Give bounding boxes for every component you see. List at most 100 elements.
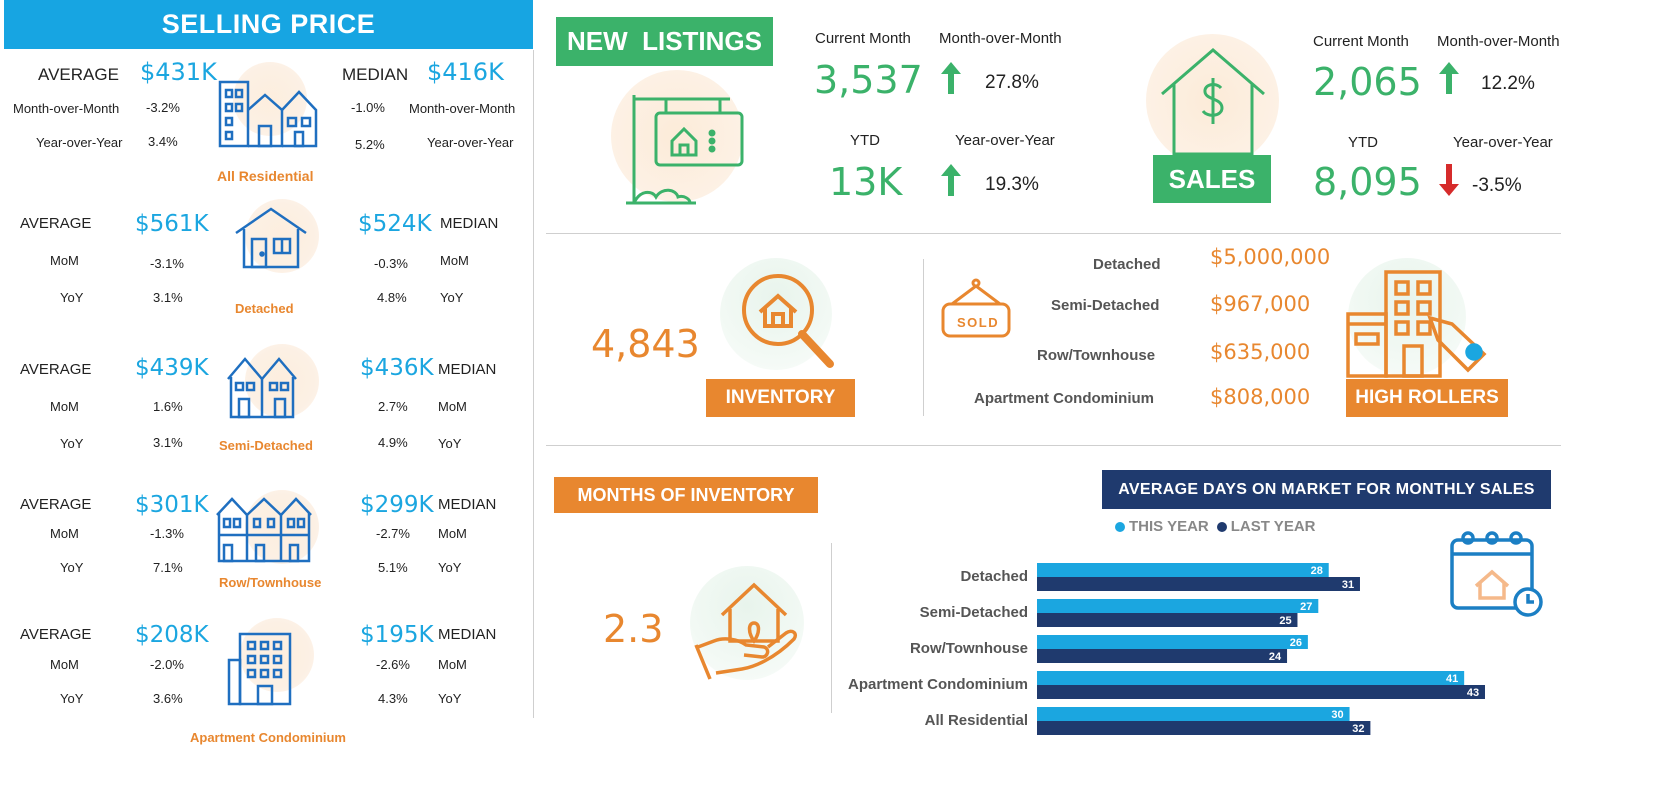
nl-mom-label: Month-over-Month [939,30,1062,47]
category-label: Semi-Detached [920,604,1028,621]
months-of-inventory-title: MONTHS OF INVENTORY [577,484,795,505]
months-of-inventory-value: 2.3 [603,607,664,651]
high-rollers-banner: HIGH ROLLERS [1346,379,1508,417]
median-value: $436K [360,355,434,381]
avg-label: AVERAGE [38,65,119,84]
days-on-market-banner: AVERAGE DAYS ON MARKET FOR MONTHLY SALES [1102,470,1551,509]
row-townhouse-caption: Row/Townhouse [219,575,322,590]
nl-current-month-value: 3,537 [814,58,923,102]
yoy-label: Year-over-Year [36,135,123,150]
sales-current-month-value: 2,065 [1313,60,1422,104]
row-townhouse-icon [216,497,312,563]
bar-last-year [1037,577,1360,591]
chart-title: AVERAGE DAYS ON MARKET FOR MONTHLY SALES [1118,480,1535,498]
semi-detached-house-icon [227,357,297,419]
yoy-label-right: YoY [438,436,462,451]
sales-banner: SALES [1153,155,1271,203]
bar-this-year [1037,707,1350,721]
sales-house-dollar-icon [1161,48,1265,156]
chart-divider [831,543,832,713]
months-of-inventory-banner: MONTHS OF INVENTORY [554,477,818,513]
yoy-label-right: YoY [438,560,462,575]
hand-holding-house-icon [694,582,798,680]
yoy-label: YoY [60,691,84,706]
avg-yoy-value: 3.6% [153,691,183,706]
sold-sign-icon [941,278,1011,338]
median-label: MEDIAN [440,215,499,232]
apartment-building-icon [227,632,292,706]
semi-detached-caption: Semi-Detached [219,438,313,453]
avg-yoy-value: 3.4% [148,134,178,149]
avg-yoy-value: 7.1% [153,560,183,575]
mom-label-right: MoM [440,253,469,268]
all-residential-caption: All Residential [217,168,314,184]
sales-ytd-label: YTD [1348,134,1378,151]
med-mom-value: -1.0% [351,100,385,115]
bar-value-label: 32 [1352,723,1364,735]
hr-value-semi-detached: $967,000 [1210,292,1311,316]
nl-current-month-label: Current Month [815,30,911,47]
hr-label-detached: Detached [1093,256,1161,273]
bar-last-year [1037,613,1298,627]
avg-yoy-value: 3.1% [153,290,183,305]
new-listings-banner: NEW LISTINGS [556,17,773,66]
yoy-label: YoY [60,436,84,451]
median-value: $524K [358,211,432,237]
avg-value: $301K [135,492,209,518]
hr-label-semi-detached: Semi-Detached [1051,297,1160,314]
category-label: Detached [960,568,1028,585]
avg-mom-value: -3.2% [146,100,180,115]
hr-label-apartment: Apartment Condominium [974,390,1154,407]
med-yoy-value: 4.8% [377,290,407,305]
mom-label-right: MoM [438,399,467,414]
calendar-house-icon [1450,531,1543,617]
semi-detached-icon-bg [245,344,319,418]
bar-value-label: 28 [1311,565,1323,577]
med-yoy-value: 5.1% [378,560,408,575]
hr-value-apartment: $808,000 [1210,385,1311,409]
median-value: $299K [360,492,434,518]
detached-caption: Detached [235,301,294,316]
high-rollers-icon-bg [1348,258,1466,376]
magnifier-house-icon [742,274,834,368]
med-mom-value: -0.3% [374,256,408,271]
mom-label: Month-over-Month [13,101,120,116]
inventory-value: 4,843 [591,322,700,366]
bar-last-year [1037,685,1485,699]
med-mom-value: -2.7% [376,526,410,541]
hr-label-row-townhouse: Row/Townhouse [1037,347,1156,364]
median-label: MEDIAN [342,65,409,84]
bar-value-label: 30 [1331,709,1343,721]
avg-mom-value: -1.3% [150,526,184,541]
mom-label-right: MoM [438,657,467,672]
nl-ytd-label: YTD [850,132,880,149]
sales-mom-label: Month-over-Month [1437,33,1560,50]
avg-label: AVERAGE [20,361,92,378]
new-listings-title: NEW LISTINGS [567,26,762,56]
med-yoy-value: 5.2% [355,137,385,152]
mom-label: MoM [50,657,79,672]
mom-label: MoM [50,399,79,414]
sales-ytd-value: 8,095 [1313,160,1422,204]
building-price-tag-icon [1346,270,1487,378]
med-mom-value: 2.7% [378,399,408,414]
avg-label: AVERAGE [20,626,92,643]
nl-yoy-label: Year-over-Year [955,132,1055,149]
category-label: Apartment Condominium [848,676,1028,693]
bar-this-year [1037,635,1308,649]
legend-last-year: LAST YEAR [1230,518,1316,535]
mom-label-right: MoM [438,526,467,541]
nl-mom-up-arrow-icon [941,62,961,94]
legend-this-year-dot [1115,521,1125,532]
med-mom-value: -2.6% [376,657,410,672]
avg-mom-value: -2.0% [150,657,184,672]
top-divider [546,233,1561,234]
sold-sign-text: SOLD [957,315,1000,330]
sales-yoy-label: Year-over-Year [1453,134,1553,151]
avg-label: AVERAGE [20,496,92,513]
yoy-label-right: YoY [440,290,464,305]
avg-mom-value: -3.1% [150,256,184,271]
yoy-label: YoY [60,290,84,305]
detached-house-icon [235,207,307,269]
avg-value: $439K [135,355,209,381]
